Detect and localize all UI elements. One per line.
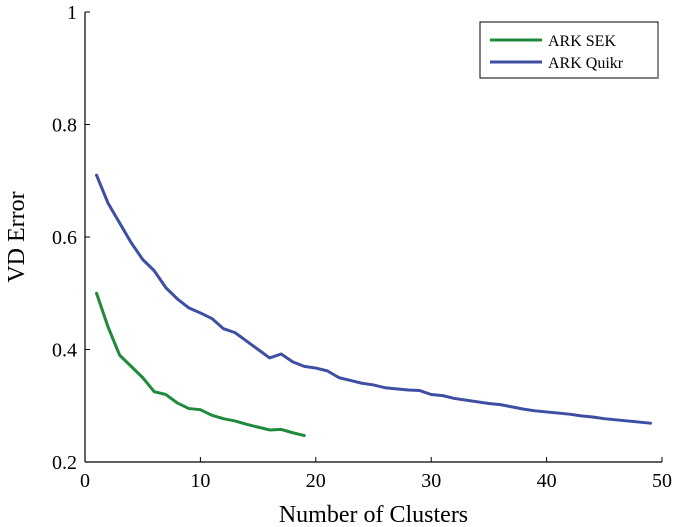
y-axis-label: VD Error: [4, 191, 30, 282]
legend-entry-label: ARK Quikr: [548, 55, 624, 72]
series-line-ark-quikr: [95, 173, 652, 425]
series-line-ark-sek: [95, 291, 306, 438]
x-tick-label: 20: [306, 470, 326, 492]
y-tick-label: 0.8: [52, 115, 77, 137]
legend-box: [479, 21, 659, 79]
x-tick-label: 50: [652, 470, 672, 492]
x-tick-label: 10: [190, 470, 210, 492]
x-axis-label: Number of Clusters: [279, 502, 468, 527]
x-tick-label: 0: [80, 470, 90, 492]
y-tick-label: 0.6: [52, 227, 77, 249]
y-tick-label: 1: [67, 2, 77, 24]
y-tick-label: 0.2: [52, 452, 77, 474]
x-tick-label: 30: [421, 470, 441, 492]
legend-entry-label: ARK SEK: [548, 33, 616, 50]
axes: 0 10 20 30 40 50 0.2 0.4 0.6 0.8 1: [52, 2, 672, 492]
legend: ARK SEK ARK Quikr: [479, 21, 659, 79]
series-layer: [95, 173, 652, 438]
y-tick-label: 0.4: [52, 340, 77, 362]
x-tick-label: 40: [537, 470, 557, 492]
